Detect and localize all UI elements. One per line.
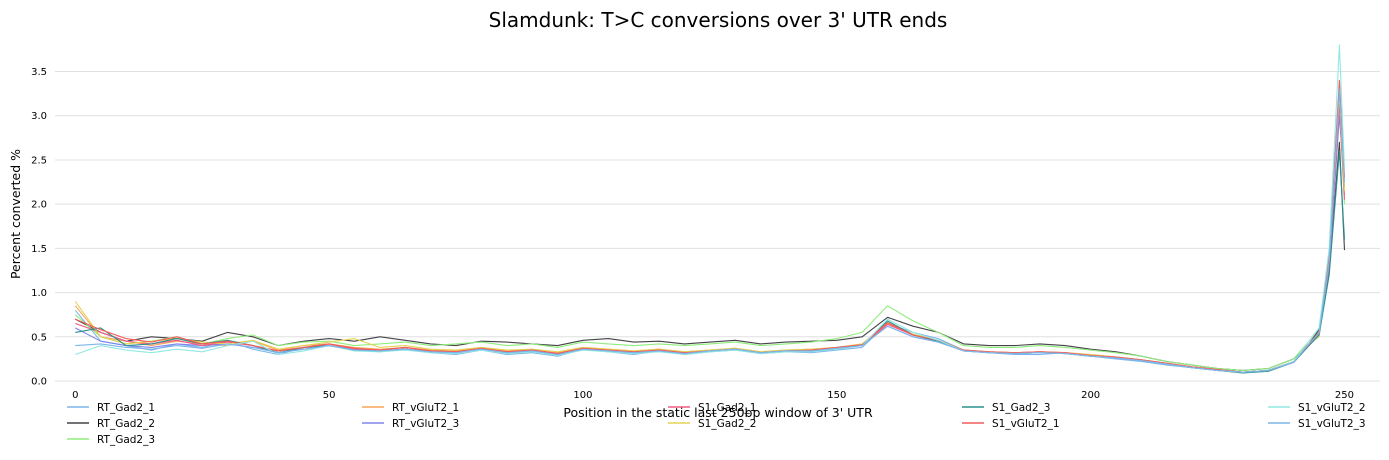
- x-tick-label-1: 50: [323, 390, 336, 401]
- x-tick-label-0: 0: [72, 390, 78, 401]
- series-line-RT_Gad2_3: [74, 106, 1346, 371]
- x-tick-label-4: 200: [1081, 390, 1100, 401]
- legend-item-S1_Gad2_2[interactable]: S1_Gad2_2: [668, 418, 756, 430]
- legend-label: S1_vGluT2_3: [1298, 418, 1366, 430]
- series-line-RT_Gad2_1: [74, 110, 1346, 373]
- y-tick-label-7: 3.5: [31, 67, 47, 78]
- legend-item-S1_Gad2_1[interactable]: S1_Gad2_1: [668, 402, 756, 414]
- legend-label: S1_Gad2_3: [992, 402, 1050, 414]
- y-axis-ticks: 0.0 0.5 1.0 1.5 2.0 2.5 3.0 3.5: [31, 67, 47, 387]
- y-tick-label-4: 2.0: [31, 200, 47, 211]
- gridlines: [55, 71, 1380, 382]
- legend-item-S1_vGluT2_1[interactable]: S1_vGluT2_1: [962, 418, 1060, 430]
- y-tick-label-0: 0.0: [31, 377, 47, 388]
- series-line-S1_vGluT2_1: [75, 79, 1346, 373]
- legend-item-RT_vGluT2_3[interactable]: RT_vGluT2_3: [362, 418, 459, 430]
- legend: RT_Gad2_1 RT_Gad2_2 RT_Gad2_3 RT_vGluT2_1 RT…: [67, 402, 1366, 446]
- series-line-RT_Gad2_2: [75, 141, 1346, 371]
- legend-label: S1_vGluT2_2: [1298, 402, 1366, 414]
- series-line-S1_vGluT2_3: [75, 88, 1346, 373]
- series-line-S1_Gad2_2: [74, 93, 1346, 373]
- y-tick-label-3: 1.5: [31, 244, 47, 255]
- y-tick-label-1: 0.5: [31, 332, 47, 343]
- y-tick-label-5: 2.5: [31, 155, 47, 166]
- legend-label: RT_Gad2_2: [97, 418, 155, 430]
- series-line-RT_vGluT2_1: [74, 97, 1346, 373]
- legend-label: S1_Gad2_2: [698, 418, 756, 430]
- legend-label: RT_vGluT2_1: [392, 402, 459, 414]
- legend-item-RT_Gad2_2[interactable]: RT_Gad2_2: [67, 418, 155, 430]
- y-axis-label: Percent converted %: [8, 149, 23, 279]
- y-tick-label-6: 3.0: [31, 111, 47, 122]
- x-axis-ticks: 0 50 100 150 200 250: [72, 390, 1354, 401]
- series-lines: [74, 44, 1346, 374]
- x-tick-label-2: 100: [573, 390, 592, 401]
- legend-label: RT_Gad2_1: [97, 402, 155, 414]
- series-line-S1_Gad2_1: [75, 101, 1346, 373]
- series-line-RT_vGluT2_3: [75, 115, 1346, 373]
- legend-item-RT_vGluT2_1[interactable]: RT_vGluT2_1: [362, 402, 459, 414]
- legend-label: RT_vGluT2_3: [392, 418, 459, 430]
- legend-label: S1_Gad2_1: [698, 402, 756, 414]
- legend-item-S1_Gad2_3[interactable]: S1_Gad2_3: [962, 402, 1050, 414]
- legend-label: S1_vGluT2_1: [992, 418, 1060, 430]
- legend-item-S1_vGluT2_3[interactable]: S1_vGluT2_3: [1268, 418, 1366, 430]
- legend-item-S1_vGluT2_2[interactable]: S1_vGluT2_2: [1268, 402, 1366, 414]
- x-tick-label-5: 250: [1335, 390, 1354, 401]
- legend-item-RT_Gad2_3[interactable]: RT_Gad2_3: [67, 434, 155, 446]
- y-tick-label-2: 1.0: [31, 288, 47, 299]
- legend-item-RT_Gad2_1[interactable]: RT_Gad2_1: [67, 402, 155, 414]
- x-axis-label: Position in the static last 250bp window…: [563, 405, 873, 420]
- series-line-S1_vGluT2_2: [75, 44, 1346, 373]
- legend-label: RT_Gad2_3: [97, 434, 155, 446]
- chart-title: Slamdunk: T>C conversions over 3' UTR en…: [489, 8, 948, 32]
- x-tick-label-3: 150: [827, 390, 846, 401]
